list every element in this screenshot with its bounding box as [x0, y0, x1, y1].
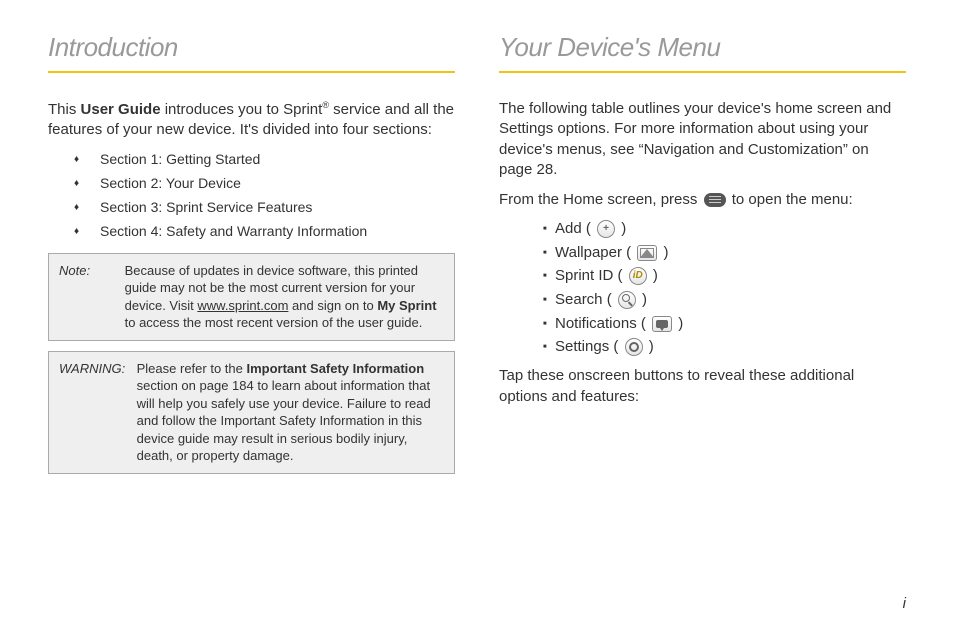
menu-item-settings: Settings ( ) [543, 338, 906, 356]
menu-label: Wallpaper [555, 244, 622, 261]
intro-mid: introduces you to Sprint [161, 101, 323, 118]
menu-label: Sprint ID [555, 267, 613, 284]
note-post: to access the most recent version of the… [125, 315, 423, 330]
menu-item-notifications: Notifications ( ) [543, 315, 906, 332]
intro-sup: ® [322, 100, 329, 110]
note-box: Note: Because of updates in device softw… [48, 253, 455, 341]
id-icon: iD [629, 267, 647, 285]
note-mid: and sign on to [288, 298, 377, 313]
picture-icon [637, 245, 657, 261]
from-home-post: to open the menu: [728, 191, 853, 208]
section-item: Section 2: Your Device [74, 175, 455, 191]
tap-text: Tap these onscreen buttons to reveal the… [499, 366, 906, 407]
note-body: Because of updates in device software, t… [125, 262, 440, 332]
from-home-pre: From the Home screen, press [499, 191, 702, 208]
page-spread: Introduction This User Guide introduces … [0, 0, 954, 636]
intro-pre: This [48, 101, 81, 118]
section-item: Section 1: Getting Started [74, 151, 455, 167]
intro-bold: User Guide [81, 101, 161, 118]
warning-box: WARNING: Please refer to the Important S… [48, 351, 455, 474]
intro-paragraph: This User Guide introduces you to Sprint… [48, 99, 455, 141]
bubble-icon [652, 316, 672, 332]
left-rule [48, 71, 455, 73]
warning-label: WARNING: [59, 360, 133, 378]
warning-bold: Important Safety Information [246, 361, 424, 376]
page-number: i [903, 595, 906, 612]
plus-icon: + [597, 220, 615, 238]
warning-body: Please refer to the Important Safety Inf… [137, 360, 440, 465]
menu-label: Add [555, 220, 582, 237]
menu-item-sprint-id: Sprint ID ( iD ) [543, 267, 906, 285]
menu-label: Search [555, 291, 603, 308]
warning-pre: Please refer to the [137, 361, 247, 376]
menu-list: Add ( + ) Wallpaper ( ) Sprint ID ( iD )… [499, 220, 906, 356]
section-list: Section 1: Getting Started Section 2: Yo… [48, 151, 455, 239]
left-column: Introduction This User Guide introduces … [48, 32, 455, 616]
right-heading: Your Device's Menu [499, 32, 906, 63]
note-label: Note: [59, 262, 121, 280]
right-intro: The following table outlines your device… [499, 99, 906, 180]
menu-button-icon [704, 193, 726, 207]
menu-label: Notifications [555, 315, 637, 332]
section-item: Section 4: Safety and Warranty Informati… [74, 223, 455, 239]
note-bold: My Sprint [377, 298, 436, 313]
gear-icon [625, 338, 643, 356]
search-icon [618, 291, 636, 309]
right-rule [499, 71, 906, 73]
warning-post: section on page 184 to learn about infor… [137, 378, 431, 463]
left-heading: Introduction [48, 32, 455, 63]
menu-label: Settings [555, 338, 609, 355]
menu-item-wallpaper: Wallpaper ( ) [543, 244, 906, 261]
section-item: Section 3: Sprint Service Features [74, 199, 455, 215]
from-home-line: From the Home screen, press to open the … [499, 190, 906, 210]
right-column: Your Device's Menu The following table o… [499, 32, 906, 616]
menu-item-search: Search ( ) [543, 291, 906, 309]
note-link[interactable]: www.sprint.com [197, 298, 288, 313]
menu-item-add: Add ( + ) [543, 220, 906, 238]
